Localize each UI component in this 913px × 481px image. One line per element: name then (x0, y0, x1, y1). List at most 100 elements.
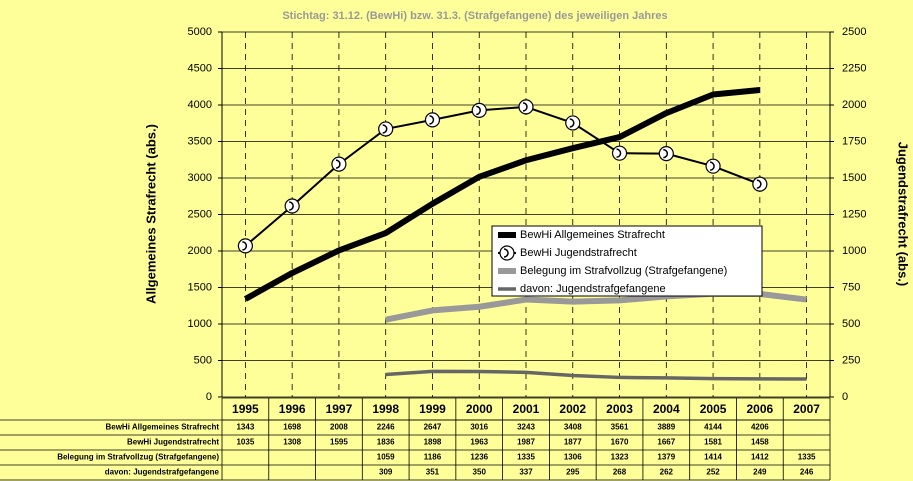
y2-tick-label: 2000 (842, 99, 866, 111)
table-cell: 1877 (564, 438, 582, 447)
y-tick-label: 1500 (188, 281, 212, 293)
y2-tick-label: 0 (842, 391, 848, 403)
table-cell: 262 (660, 468, 674, 477)
y2-tick-label: 500 (842, 318, 860, 330)
table-cell: 1059 (377, 453, 395, 462)
y2-tick-label: 1500 (842, 172, 866, 184)
x-tick-label: 1996 (279, 402, 306, 416)
x-tick-label: 1997 (326, 402, 353, 416)
marker-arc (476, 105, 481, 116)
y-tick-label: 3000 (188, 172, 212, 184)
table-cell: 1306 (564, 453, 582, 462)
table-cell: 1595 (330, 438, 348, 447)
table-cell: 1836 (377, 438, 395, 447)
legend-box (491, 225, 763, 297)
table-cell: 1335 (798, 453, 816, 462)
table-row-label: BewHi Jugendstrafrecht (127, 438, 219, 447)
x-tick-label: 1995 (232, 402, 259, 416)
table-cell: 1335 (517, 453, 535, 462)
table-cell: 1898 (424, 438, 442, 447)
table-row-label: BewHi Allgemeines Strafrecht (105, 423, 219, 432)
legend-label: BewHi Allgemeines Strafrecht (520, 229, 665, 241)
x-tick-label: 1998 (372, 402, 399, 416)
table-cell: 309 (379, 468, 393, 477)
marker-arc (382, 124, 388, 134)
y-tick-label: 2000 (188, 245, 212, 257)
table-cell: 268 (613, 468, 627, 477)
x-tick-label: 2002 (559, 402, 586, 416)
marker (237, 238, 253, 254)
x-tick-label: 2001 (513, 402, 540, 416)
table-cell: 1323 (611, 453, 629, 462)
y2-tick-label: 1750 (842, 135, 866, 147)
table-cell: 252 (706, 468, 720, 477)
marker (331, 156, 347, 172)
table-cell: 351 (426, 468, 440, 477)
marker-arc (522, 102, 528, 112)
table-row-label: Belegung im Strafvollzug (Strafgefangene… (57, 453, 219, 462)
y-tick-label: 3500 (188, 135, 212, 147)
line-series (244, 105, 761, 247)
table-row-label: davon: Jugendstrafgefangene (105, 468, 220, 477)
table-cell: 1035 (236, 438, 254, 447)
y-tick-label: 0 (206, 391, 212, 403)
table-cell: 295 (566, 468, 580, 477)
table-cell: 3408 (564, 423, 582, 432)
table-cell: 350 (473, 468, 487, 477)
legend-label: Belegung im Strafvollzug (Strafgefangene… (520, 265, 727, 277)
table-cell: 246 (800, 468, 814, 477)
y2-tick-label: 1250 (842, 208, 866, 220)
y-tick-label: 5000 (188, 26, 212, 38)
table-cell: 3889 (657, 423, 675, 432)
y-tick-label: 4500 (188, 62, 212, 74)
marker-arc (756, 179, 762, 189)
marker (565, 115, 581, 131)
legend-label: davon: Jugendstrafgefangene (520, 283, 666, 295)
table-cell: 1698 (283, 423, 301, 432)
marker (752, 176, 768, 192)
marker-arc (289, 201, 294, 211)
marker (471, 102, 487, 119)
table-cell: 1379 (657, 453, 675, 462)
x-tick-label: 1999 (419, 402, 446, 416)
marker (518, 99, 534, 115)
y2-tick-label: 2500 (842, 26, 866, 38)
y-tick-label: 4000 (188, 99, 212, 111)
table-cell: 1963 (470, 438, 488, 447)
y-axis-title: Allgemeines Strafrecht (abs.) (143, 124, 158, 304)
table-cell: 4206 (751, 423, 769, 432)
y2-tick-label: 250 (842, 354, 860, 366)
marker-arc (616, 148, 622, 158)
marker (424, 112, 441, 128)
table-cell: 2246 (377, 423, 395, 432)
table-cell: 3243 (517, 423, 535, 432)
table-cell: 2647 (424, 423, 442, 432)
table-cell: 1186 (424, 453, 442, 462)
marker-arc (663, 148, 669, 159)
marker-arc (242, 241, 248, 251)
chart-subtitle: Stichtag: 31.12. (BewHi) bzw. 31.3. (Str… (282, 10, 667, 22)
x-tick-label: 2005 (700, 402, 727, 416)
x-tick-label: 2003 (606, 402, 633, 416)
x-tick-label: 2004 (653, 402, 680, 416)
y-tick-label: 1000 (188, 318, 212, 330)
table-cell: 1236 (470, 453, 488, 462)
y-tick-label: 2500 (188, 208, 212, 220)
table-cell: 1412 (751, 453, 769, 462)
legend-label: BewHi Jugendstrafrecht (520, 247, 637, 259)
table-cell: 1308 (283, 438, 301, 447)
table-cell: 1581 (704, 438, 722, 447)
marker-arc (503, 248, 509, 258)
line-series (385, 369, 807, 381)
y2-tick-label: 2250 (842, 62, 866, 74)
y-tick-label: 500 (194, 354, 212, 366)
marker-arc (335, 159, 341, 169)
table-cell: 1343 (236, 423, 254, 432)
x-tick-label: 2007 (793, 402, 820, 416)
y2-axis-title: Jugendstrafrecht (abs.) (896, 142, 911, 286)
x-tick-label: 2006 (746, 402, 773, 416)
table-cell: 249 (753, 468, 767, 477)
table-cell: 1670 (611, 438, 629, 447)
table-cell: 3016 (470, 423, 488, 432)
